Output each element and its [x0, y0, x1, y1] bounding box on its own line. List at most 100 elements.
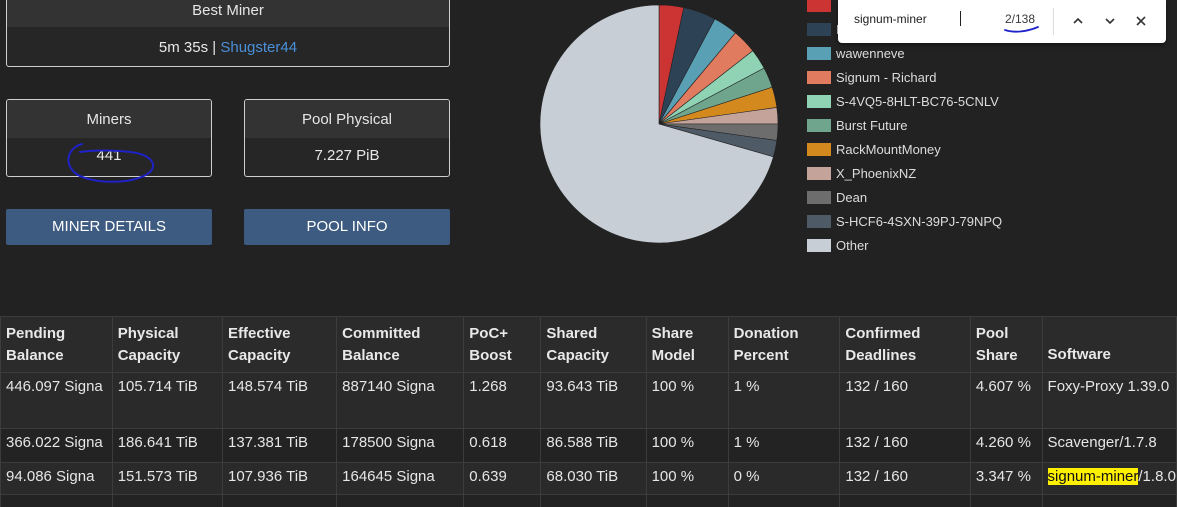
table-cell: 105.714 TiB: [111, 372, 223, 429]
pool-physical-value: 7.227 PiB: [314, 147, 380, 164]
miner-details-button[interactable]: MINER DETAILS: [6, 209, 212, 245]
table-cell: 132 / 160: [839, 372, 971, 429]
table-cell: 93.643 TiB: [540, 372, 647, 429]
table-cell: 0.618: [463, 428, 542, 463]
table-cell: [839, 494, 971, 507]
pool-info-button[interactable]: POOL INFO: [244, 209, 450, 245]
table-cell: [969, 494, 1043, 507]
table-header-cell[interactable]: Physical Capacity: [111, 316, 223, 373]
header-label: Confirmed: [845, 325, 921, 342]
legend-item[interactable]: Other: [807, 237, 869, 253]
best-miner-separator: |: [212, 39, 217, 56]
header-label: Donation: [733, 325, 799, 342]
table-header-cell[interactable]: Confirmed Deadlines: [839, 316, 971, 373]
header-label: Committed: [342, 325, 421, 342]
header-label: Software: [1047, 346, 1111, 363]
header-label: Capacity: [227, 347, 291, 364]
table-cell: 86.588 TiB: [540, 428, 647, 463]
legend-swatch: [807, 166, 831, 180]
legend-item[interactable]: S-HCF6-4SXN-39PJ-79NPQ: [807, 213, 1002, 229]
annotation-underline: [1004, 26, 1039, 33]
table-row[interactable]: 366.022 Signa 186.641 TiB 137.381 TiB 17850…: [0, 428, 1177, 463]
header-label: Boost: [469, 347, 512, 364]
find-highlight: signum-miner: [1047, 468, 1139, 485]
table-header-cell[interactable]: Donation Percent: [727, 316, 841, 373]
table-header-cell[interactable]: Committed Balance: [336, 316, 465, 373]
table-header-cell[interactable]: Software: [1041, 316, 1177, 373]
header-label: Pending: [6, 325, 66, 342]
find-input[interactable]: signum-miner: [854, 12, 927, 26]
best-miner-link[interactable]: Shugster44: [220, 39, 298, 56]
table-cell: 3.347 %: [969, 462, 1043, 495]
legend-item[interactable]: wawenneve: [807, 45, 905, 61]
table-header-cell[interactable]: PoC+ Boost: [463, 316, 542, 373]
table-cell: 1 %: [727, 372, 841, 429]
table-cell: [645, 494, 729, 507]
legend-swatch: [807, 46, 831, 60]
best-miner-info: 5m 35s | Shugster44: [7, 27, 449, 66]
table-row[interactable]: [0, 494, 1177, 507]
miners-table: Pending Balance Physical Capacity Effective C…: [0, 316, 1177, 507]
legend-swatch: [807, 70, 831, 84]
legend-label: Dean: [836, 189, 868, 205]
legend-item[interactable]: Dean: [807, 189, 867, 205]
header-label: PoC+: [469, 325, 509, 342]
table-header-cell[interactable]: Shared Capacity: [540, 316, 647, 373]
legend-swatch: [807, 94, 831, 108]
pie-slice[interactable]: [539, 4, 774, 244]
header-label: Capacity: [546, 347, 609, 364]
table-cell: 366.022 Signa: [0, 428, 113, 463]
miners-card: Miners 441: [6, 99, 212, 177]
legend-label: S-HCF6-4SXN-39PJ-79NPQ: [836, 213, 1003, 229]
table-header-cell[interactable]: Pool Share: [969, 316, 1043, 373]
table-cell: [0, 494, 113, 507]
table-header-cell[interactable]: Share Model: [645, 316, 729, 373]
legend-label: X_PhoenixNZ: [836, 165, 917, 181]
legend-item[interactable]: RackMountMoney: [807, 141, 941, 157]
close-icon[interactable]: [1130, 10, 1152, 32]
table-cell: 186.641 TiB: [111, 428, 223, 463]
miners-title: Miners: [7, 100, 211, 138]
table-cell: 148.574 TiB: [221, 372, 338, 429]
table-cell: 0 %: [727, 462, 841, 495]
pool-share-pie-chart: [539, 4, 779, 244]
table-cell: [463, 494, 542, 507]
chevron-up-icon[interactable]: [1067, 10, 1089, 32]
header-label: Balance: [342, 347, 400, 364]
legend-label: wawenneve: [836, 45, 905, 61]
table-header-cell[interactable]: Effective Capacity: [221, 316, 338, 373]
legend-item[interactable]: S-4VQ5-8HLT-BC76-5CNLV: [807, 93, 999, 109]
header-label: Physical: [117, 325, 179, 342]
table-cell: 178500 Signa: [336, 428, 465, 463]
table-cell: [727, 494, 841, 507]
table-cell: [540, 494, 647, 507]
table-cell: [336, 494, 465, 507]
header-label: Model: [651, 347, 695, 364]
table-cell: 137.381 TiB: [221, 428, 338, 463]
table-cell: 0.639: [463, 462, 542, 495]
legend-item[interactable]: Burst Future: [807, 117, 908, 133]
table-cell: 446.097 Signa: [0, 372, 113, 429]
legend-item[interactable]: X_PhoenixNZ: [807, 165, 916, 181]
header-label: Capacity: [117, 347, 181, 364]
header-label: Pool: [975, 325, 1009, 342]
table-row[interactable]: 94.086 Signa 151.573 TiB 107.936 TiB 164645…: [0, 462, 1177, 495]
legend-swatch: [807, 0, 831, 12]
table-cell: 100 %: [645, 462, 729, 495]
best-miner-card: Best Miner 5m 35s | Shugster44: [6, 0, 450, 67]
table-cell: 4.260 %: [969, 428, 1043, 463]
legend-item[interactable]: [807, 0, 836, 13]
legend-label: S-4VQ5-8HLT-BC76-5CNLV: [836, 93, 999, 109]
table-cell: 4.607 %: [969, 372, 1043, 429]
legend-item[interactable]: Signum - Richard: [807, 69, 936, 85]
table-row[interactable]: 446.097 Signa 105.714 TiB 148.574 TiB 88714…: [0, 372, 1177, 429]
text-caret: [960, 11, 961, 26]
chevron-down-icon[interactable]: [1099, 10, 1121, 32]
find-bar: signum-miner 2/138: [838, 0, 1166, 43]
table-header-row: Pending Balance Physical Capacity Effective C…: [0, 316, 1177, 373]
best-miner-title: Best Miner: [7, 0, 449, 27]
header-label: Shared: [546, 325, 598, 342]
table-header-cell[interactable]: Pending Balance: [0, 316, 113, 373]
table-cell: 164645 Signa: [336, 462, 465, 495]
header-label: Balance: [6, 347, 64, 364]
